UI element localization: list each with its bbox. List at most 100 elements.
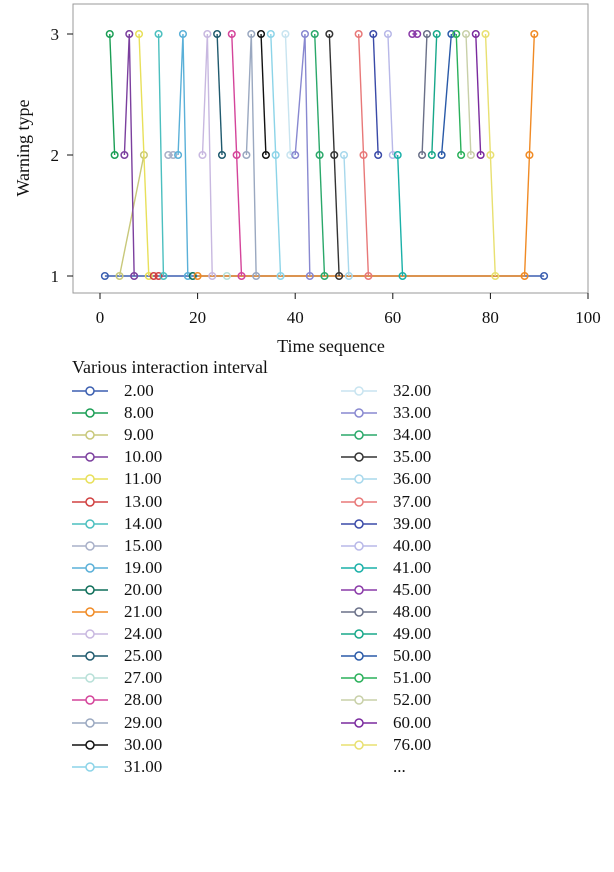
data-point (105, 29, 114, 39)
series-40.00 (383, 29, 397, 160)
legend-item: 31.00 (72, 756, 162, 778)
legend-label: 31.00 (124, 756, 163, 776)
series-50.00 (437, 29, 456, 160)
data-point (315, 150, 324, 160)
legend-item: 76.00 (341, 734, 431, 756)
data-point (100, 271, 109, 281)
legend-swatch (72, 607, 108, 617)
series-line (157, 33, 165, 277)
series-line (328, 33, 340, 277)
series-28.00 (227, 29, 246, 281)
series-29.00 (242, 29, 261, 281)
data-point (461, 29, 471, 39)
data-point (422, 29, 432, 39)
legend-label: 34.00 (393, 425, 432, 445)
data-point (271, 150, 280, 160)
legend-label: 30.00 (124, 734, 163, 754)
data-point (369, 29, 378, 39)
data-point (217, 150, 227, 160)
series-line (372, 33, 379, 156)
legend-item: 27.00 (72, 667, 162, 689)
series-60.00 (471, 29, 485, 160)
legend-swatch (72, 386, 108, 396)
series-line (357, 33, 370, 277)
legend-swatch (341, 518, 377, 529)
legend-label: 15.00 (124, 535, 163, 555)
data-point (227, 29, 236, 39)
data-point (310, 29, 319, 39)
data-point (447, 29, 456, 39)
series-11.00 (134, 29, 153, 281)
data-point (198, 150, 207, 160)
legend-item: 36.00 (341, 468, 431, 490)
legend-item: 60.00 (341, 712, 431, 734)
data-point (159, 271, 168, 281)
series-30.00 (256, 29, 270, 160)
data-point (183, 271, 192, 281)
data-point (188, 271, 197, 281)
legend-swatch (72, 452, 108, 463)
legend-swatch (72, 563, 108, 573)
series-8.00 (105, 29, 119, 160)
series-76.00 (481, 29, 500, 281)
data-point (432, 29, 441, 39)
data-point (222, 271, 231, 281)
data-point (281, 29, 290, 39)
data-point (237, 271, 246, 281)
data-point (383, 29, 392, 39)
legend-label: 10.00 (124, 447, 163, 467)
legend-item: 19.00 (72, 557, 162, 579)
legend-label: 27.00 (124, 668, 163, 688)
legend-swatch (72, 540, 108, 551)
legend-item: 20.00 (72, 579, 162, 601)
legend-label: 9.00 (124, 425, 154, 445)
line-chart: 0 20 40 60 80 100 1 2 3 Time sequence Warning t… (13, 3, 601, 356)
series-52.00 (461, 29, 475, 160)
series-line (421, 33, 428, 156)
data-point (437, 150, 446, 160)
data-point (266, 29, 275, 39)
legend-item: 14.00 (72, 513, 162, 535)
legend-swatch (341, 386, 377, 396)
series-line (387, 33, 394, 156)
y-axis: 1 2 3 (51, 25, 73, 286)
legend-label: 49.00 (393, 624, 432, 644)
data-point (242, 150, 251, 160)
data-point (330, 150, 339, 160)
legend-label: 8.00 (124, 403, 154, 423)
series-line (260, 33, 267, 156)
legend-item: 32.00 (341, 380, 431, 402)
data-point (359, 150, 368, 160)
data-point (530, 29, 539, 39)
legend-item: 15.00 (72, 535, 162, 557)
series-34.00 (310, 29, 329, 281)
series-line (455, 33, 462, 156)
data-point (325, 29, 334, 39)
legend-label: 33.00 (393, 403, 432, 423)
legend-swatch (341, 408, 377, 418)
legend-swatch (72, 629, 108, 639)
data-point (286, 150, 295, 160)
legend-item: 28.00 (72, 689, 162, 711)
series-line (440, 33, 453, 156)
data-point (300, 29, 310, 39)
data-point (540, 271, 549, 281)
data-point (125, 29, 134, 39)
legend-item: 37.00 (341, 491, 431, 513)
series-line (201, 33, 213, 277)
data-point (525, 150, 534, 160)
legend-swatch (341, 540, 377, 551)
series-27.00 (222, 271, 231, 281)
data-point (305, 271, 314, 281)
legend-swatch (72, 695, 108, 706)
x-tick-label: 80 (482, 308, 499, 327)
legend: Various interaction interval 2.00 8.00 9.0… (0, 356, 614, 872)
series-line (177, 33, 189, 277)
legend-item: 33.00 (341, 402, 431, 424)
legend-swatch (341, 651, 377, 661)
x-tick-label: 100 (575, 308, 601, 327)
legend-item: 8.00 (72, 402, 154, 424)
legend-label: 41.00 (393, 557, 432, 577)
legend-item: 39.00 (341, 513, 431, 535)
series-line (475, 33, 482, 156)
